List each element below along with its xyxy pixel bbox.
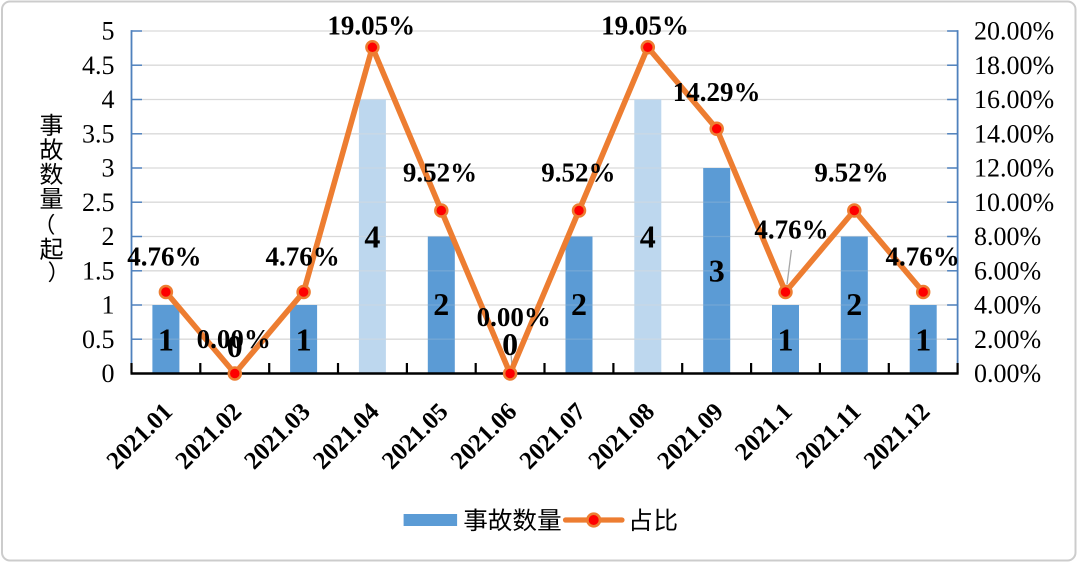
svg-text:0: 0 xyxy=(502,326,518,362)
svg-text:2: 2 xyxy=(102,222,115,251)
svg-text:2: 2 xyxy=(846,286,862,322)
svg-text:4: 4 xyxy=(364,218,380,254)
svg-text:4.76%: 4.76% xyxy=(885,242,959,272)
svg-text:9.52%: 9.52% xyxy=(403,158,477,188)
svg-text:8.00%: 8.00% xyxy=(974,222,1041,251)
svg-text:18.00%: 18.00% xyxy=(974,51,1054,80)
svg-text:1: 1 xyxy=(778,321,794,357)
svg-text:0.5: 0.5 xyxy=(82,325,115,354)
svg-text:4.76%: 4.76% xyxy=(754,215,828,245)
svg-text:4: 4 xyxy=(640,218,656,254)
svg-text:1.5: 1.5 xyxy=(82,256,115,285)
svg-text:4: 4 xyxy=(102,85,115,114)
svg-text:0.00%: 0.00% xyxy=(477,302,551,332)
svg-text:2: 2 xyxy=(433,286,449,322)
svg-text:3: 3 xyxy=(709,252,725,288)
svg-text:20.00%: 20.00% xyxy=(974,17,1054,46)
svg-text:4.76%: 4.76% xyxy=(265,242,339,272)
svg-text:14.00%: 14.00% xyxy=(974,119,1054,148)
svg-text:1: 1 xyxy=(158,321,174,357)
svg-text:1: 1 xyxy=(915,321,931,357)
svg-text:3: 3 xyxy=(102,154,115,183)
svg-text:4.00%: 4.00% xyxy=(974,291,1041,320)
svg-text:0.00%: 0.00% xyxy=(197,324,271,354)
svg-text:19.05%: 19.05% xyxy=(601,11,689,41)
svg-text:3.5: 3.5 xyxy=(82,119,115,148)
svg-text:0.00%: 0.00% xyxy=(974,359,1041,388)
svg-text:1: 1 xyxy=(296,321,312,357)
svg-text:12.00%: 12.00% xyxy=(974,154,1054,183)
svg-text:9.52%: 9.52% xyxy=(814,158,888,188)
svg-text:10.00%: 10.00% xyxy=(974,188,1054,217)
svg-text:16.00%: 16.00% xyxy=(974,85,1054,114)
svg-text:4.76%: 4.76% xyxy=(127,242,201,272)
svg-text:6.00%: 6.00% xyxy=(974,256,1041,285)
svg-text:0: 0 xyxy=(227,328,243,364)
svg-text:0: 0 xyxy=(102,359,115,388)
svg-text:2.5: 2.5 xyxy=(82,188,115,217)
svg-text:1: 1 xyxy=(102,291,115,320)
svg-text:19.05%: 19.05% xyxy=(327,11,415,41)
svg-text:5: 5 xyxy=(102,17,115,46)
svg-text:2: 2 xyxy=(571,286,587,322)
svg-text:14.29%: 14.29% xyxy=(673,77,761,107)
svg-text:2.00%: 2.00% xyxy=(974,325,1041,354)
svg-text:9.52%: 9.52% xyxy=(541,158,615,188)
svg-text:4.5: 4.5 xyxy=(82,51,115,80)
